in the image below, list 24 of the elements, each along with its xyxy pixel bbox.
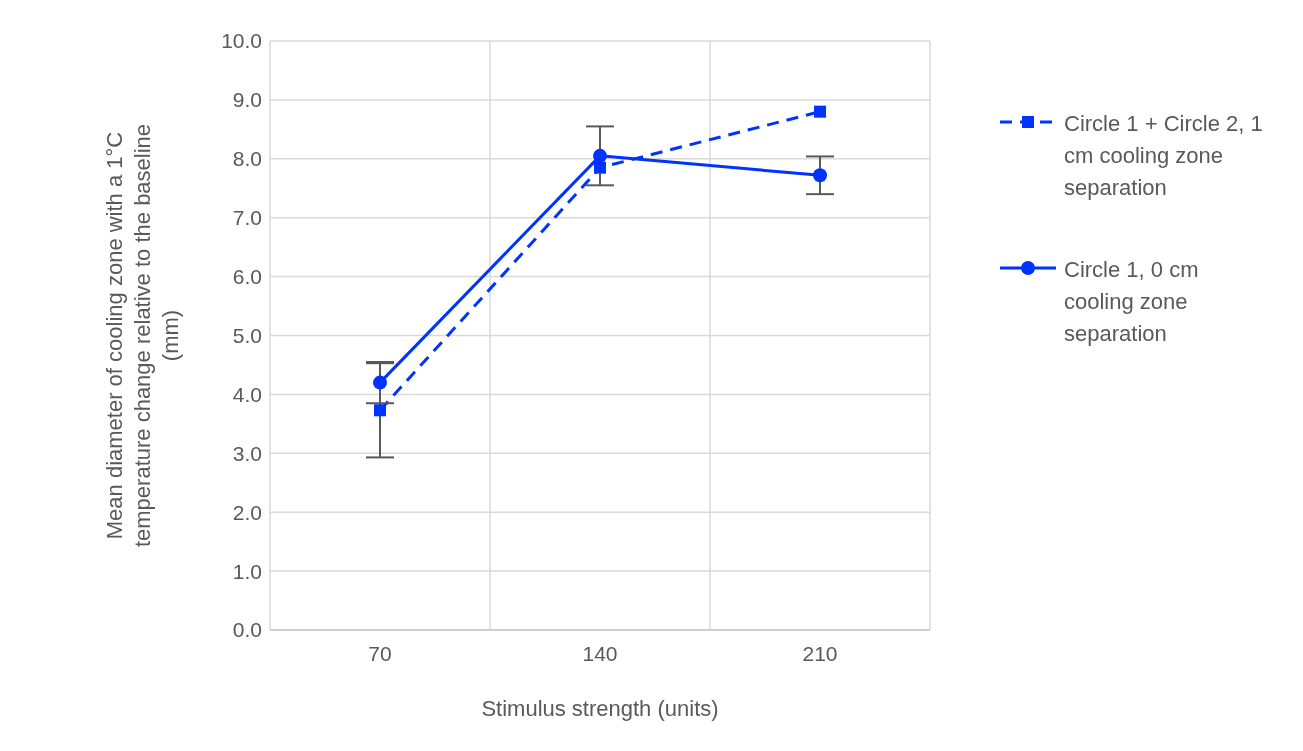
- x-tick-label: 210: [802, 641, 838, 665]
- point: [813, 168, 827, 183]
- y-tick-label: 7.0: [232, 206, 262, 230]
- x-tick-label: 140: [582, 641, 618, 665]
- y-tick-label: 3.0: [232, 441, 262, 465]
- y-tick-label: 5.0: [232, 323, 262, 347]
- point: [594, 161, 606, 174]
- point: [374, 404, 386, 417]
- y-tick-label: 4.0: [232, 382, 262, 406]
- y-tick-label: 0.0: [232, 618, 262, 642]
- y-tick-label: 1.0: [232, 559, 262, 583]
- y-tick-label: 9.0: [232, 88, 262, 112]
- point: [814, 105, 826, 118]
- y-tick-label: 6.0: [232, 265, 262, 289]
- y-tick-label: 8.0: [232, 147, 262, 171]
- x-axis-title: Stimulus strength (units): [481, 696, 719, 721]
- legend-label: Circle 1, 0 cm cooling zone separation: [1064, 256, 1200, 348]
- legend-label: Circle 1 + Circle 2, 1 cm cooling zone separation: [1064, 110, 1264, 202]
- y-tick-label: 2.0: [232, 500, 262, 524]
- x-tick-label: 70: [368, 641, 392, 665]
- y-axis-title: Mean diameter of cooling zone with a 1°C temperature change relative to the baseline (mm): [102, 123, 183, 548]
- y-tick-label: 10.0: [221, 29, 262, 53]
- point: [373, 375, 387, 390]
- point: [593, 148, 607, 163]
